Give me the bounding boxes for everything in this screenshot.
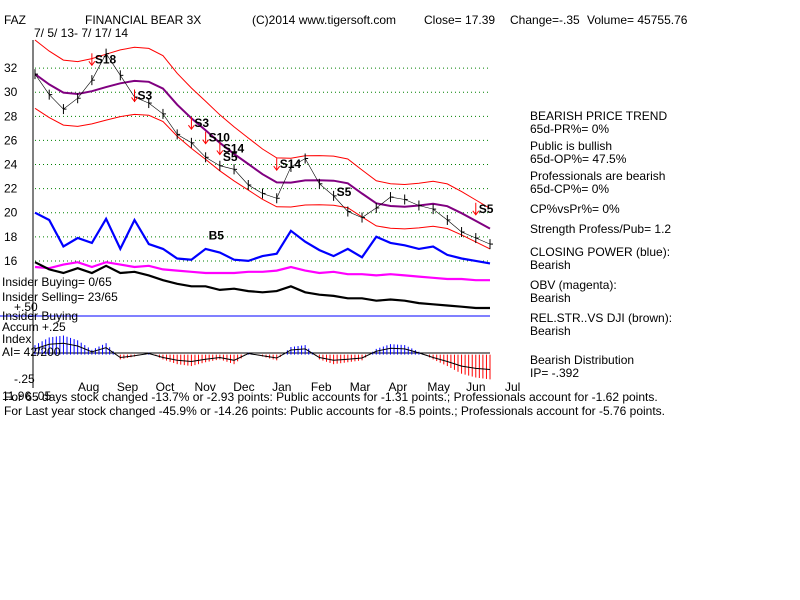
closing-power-line [34, 211, 491, 265]
side-line-cp-status: Bearish [530, 258, 571, 272]
signal-label: S5 [223, 150, 238, 164]
side-line-cp: 65d-CP%= 0% [530, 182, 610, 196]
side-line-pr: 65d-PR%= 0% [530, 122, 610, 136]
price-tick-label: 16 [4, 254, 18, 268]
side-line-ip: IP= -.392 [530, 366, 580, 380]
plus50-label: +.50 [14, 300, 38, 314]
signal-label: S3 [138, 88, 153, 102]
price-tick-label: 22 [4, 182, 18, 196]
side-line-public: Public is bullish [530, 139, 613, 153]
price-tick-label: 18 [4, 230, 18, 244]
signal-label: S5 [479, 202, 494, 216]
volume-value: Volume= 45755.76 [587, 13, 688, 27]
month-label: Dec [233, 380, 254, 394]
month-label: Nov [194, 380, 215, 394]
close-value: Close= 17.39 [424, 13, 495, 27]
signal-label: B5 [209, 228, 225, 242]
ai-label: AI= 42/200 [2, 345, 61, 359]
side-line-strength: Strength Profess/Pub= 1.2 [530, 222, 672, 236]
price-tick-label: 28 [4, 109, 18, 123]
month-label: Feb [311, 380, 332, 394]
upper-band-line [34, 39, 491, 209]
month-label: Apr [389, 380, 408, 394]
signal-arrowhead [131, 97, 138, 103]
side-line-distribution: Bearish Distribution [530, 353, 635, 367]
side-line-relstr-status: Bearish [530, 324, 571, 338]
security-name: FINANCIAL BEAR 3X [85, 13, 201, 27]
summary-line-65d: For 65 days stock changed -13.7% or -2.9… [4, 390, 658, 404]
insider-buying-label-2: Insider Buying [2, 309, 78, 323]
side-line-op: 65d-OP%= 47.5% [530, 152, 627, 166]
side-line-obv: OBV (magenta): [530, 278, 617, 292]
signal-arrowhead [202, 139, 210, 145]
price-tick-label: 24 [4, 158, 18, 172]
signal-label: S10 [209, 131, 231, 145]
signal-label: S5 [337, 185, 352, 199]
month-label: Mar [350, 380, 371, 394]
moving-average-line [34, 73, 491, 230]
month-label: Sep [117, 380, 139, 394]
lower-band-line [34, 107, 491, 250]
side-panel: BEARISH PRICE TREND 65d-PR%= 0% Public i… [530, 110, 672, 380]
minus25-label: -.25 [14, 372, 35, 386]
month-label: Oct [156, 380, 175, 394]
index-label: Index [2, 332, 31, 346]
side-line-cpvspr: CP%vsPr%= 0% [530, 202, 620, 216]
month-label: Jan [272, 380, 291, 394]
ticker-label: FAZ [4, 13, 26, 27]
price-line [34, 53, 491, 245]
month-label: Aug [78, 380, 99, 394]
accum-index-bars [34, 335, 491, 380]
obv-line [34, 261, 490, 282]
signal-arrowhead [472, 210, 480, 216]
price-tick-label: 26 [4, 133, 18, 147]
insider-selling-label: Insider Selling= 23/65 [2, 290, 118, 304]
signal-arrowhead [216, 150, 224, 156]
accum-average-line [34, 342, 491, 370]
signal-arrowhead [188, 124, 195, 131]
signal-label: S14 [280, 157, 302, 171]
accum-label: Accum +.25 [2, 320, 66, 334]
side-line-obv-status: Bearish [530, 291, 571, 305]
signal-arrowhead [273, 165, 281, 172]
side-line-prof: Professionals are bearish [530, 169, 666, 183]
summary-line-year: For Last year stock changed -45.9% or -1… [4, 404, 666, 418]
date-range: 7/ 5/ 13- 7/ 17/ 14 [34, 26, 128, 40]
price-gridlines [35, 67, 490, 262]
signal-arrowhead [88, 61, 96, 67]
side-line-trend: BEARISH PRICE TREND [530, 109, 668, 123]
overlap-label: 11.96 .05 [2, 389, 51, 403]
month-label: Jun [466, 380, 485, 394]
signal-label: S3 [194, 116, 209, 130]
month-labels: Aug Sep Oct Nov Dec Jan Feb Mar Apr May Jun Jul [78, 380, 520, 394]
month-label: May [427, 380, 450, 394]
insider-buying-label: Insider Buying= 0/65 [2, 275, 112, 289]
signal-label: S18 [95, 52, 117, 66]
price-tick-label: 20 [4, 206, 18, 220]
side-line-relstr: REL.STR..VS DJI (brown): [530, 311, 673, 325]
source-label: (C)2014 www.tigersoft.com [252, 13, 396, 27]
change-value: Change=-.35 [510, 13, 580, 27]
rel-strength-line [34, 261, 490, 310]
signal-label: S14 [223, 142, 245, 156]
series-layer [34, 48, 493, 310]
price-tick-labels: 32 30 28 26 24 22 20 18 16 [4, 61, 18, 268]
side-line-closing-power: CLOSING POWER (blue): [530, 245, 671, 259]
month-label: Jul [505, 380, 520, 394]
price-tick-label: 30 [4, 85, 18, 99]
price-tick-label: 32 [4, 61, 18, 75]
